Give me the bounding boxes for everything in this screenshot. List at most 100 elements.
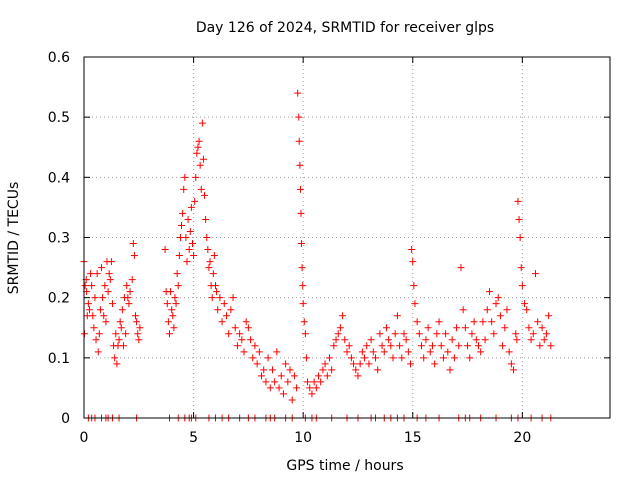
data-point: [81, 282, 89, 290]
data-point: [161, 246, 169, 254]
data-point: [168, 306, 176, 314]
data-point: [319, 366, 327, 374]
data-point: [490, 330, 498, 338]
data-point: [94, 348, 102, 356]
data-point: [365, 360, 373, 368]
data-point: [483, 306, 491, 314]
data-point: [402, 336, 410, 344]
data-point: [193, 149, 201, 157]
data-point: [210, 252, 218, 260]
grid: [84, 57, 610, 418]
data-point: [279, 390, 287, 398]
data-point: [100, 312, 108, 320]
data-point: [505, 348, 513, 356]
data-point: [347, 354, 355, 362]
data-point: [220, 300, 228, 308]
data-point: [249, 354, 257, 362]
data-point: [369, 348, 377, 356]
data-point: [122, 330, 130, 338]
data-point: [485, 288, 493, 296]
data-point: [352, 366, 360, 374]
data-point: [294, 89, 302, 97]
data-point: [336, 324, 344, 332]
data-point: [173, 270, 181, 278]
data-point: [332, 336, 340, 344]
y-tick-label: 0.1: [48, 351, 70, 367]
data-point: [396, 342, 404, 350]
data-point: [136, 324, 144, 332]
data-point: [84, 300, 92, 308]
data-point: [253, 360, 261, 368]
data-point: [339, 312, 347, 320]
data-point: [404, 348, 412, 356]
data-point: [317, 378, 325, 386]
data-point: [187, 203, 195, 211]
data-point: [194, 143, 202, 151]
data-point: [91, 294, 99, 302]
data-point: [293, 384, 301, 392]
data-point: [89, 312, 97, 320]
data-point: [238, 336, 246, 344]
data-point: [262, 378, 270, 386]
data-point: [547, 342, 555, 350]
data-point: [273, 348, 281, 356]
data-point: [472, 336, 480, 344]
data-point: [170, 324, 178, 332]
data-point: [488, 318, 496, 326]
data-point: [321, 360, 329, 368]
data-point: [408, 246, 416, 254]
x-tick-label: 0: [80, 430, 89, 446]
data-point: [134, 330, 142, 338]
data-point: [111, 354, 119, 362]
data-point: [175, 252, 183, 260]
data-point: [236, 330, 244, 338]
data-point: [199, 155, 207, 163]
data-point: [389, 354, 397, 362]
data-point: [297, 240, 305, 248]
data-point: [435, 318, 443, 326]
data-point: [130, 252, 138, 260]
data-point: [163, 300, 171, 308]
data-point: [255, 348, 263, 356]
data-point: [334, 330, 342, 338]
data-point: [164, 318, 172, 326]
data-point: [266, 384, 274, 392]
data-point: [181, 173, 189, 181]
data-point: [312, 384, 320, 392]
data-point: [271, 378, 279, 386]
data-point: [410, 282, 418, 290]
data-point: [93, 270, 101, 278]
data-point: [202, 215, 210, 223]
data-point: [192, 173, 200, 181]
data-point: [85, 306, 93, 314]
data-point: [481, 336, 489, 344]
data-point: [426, 348, 434, 356]
data-point: [209, 270, 217, 278]
data-point: [514, 197, 522, 205]
data-point: [310, 378, 318, 386]
data-point: [104, 288, 112, 296]
data-point: [284, 378, 292, 386]
data-point: [275, 384, 283, 392]
data-point: [457, 264, 465, 272]
data-point: [240, 348, 248, 356]
data-point: [400, 330, 408, 338]
data-point: [233, 342, 241, 350]
x-tick-label: 5: [189, 430, 198, 446]
data-point: [242, 318, 250, 326]
data-point: [306, 384, 314, 392]
data-point: [286, 366, 294, 374]
data-point: [376, 330, 384, 338]
data-point: [315, 372, 323, 380]
data-point: [133, 318, 141, 326]
data-point: [222, 312, 230, 320]
data-point: [115, 336, 123, 344]
data-point: [325, 354, 333, 362]
data-point: [96, 306, 104, 314]
data-point: [420, 354, 428, 362]
data-point: [107, 258, 115, 266]
x-tick-label: 10: [294, 430, 312, 446]
data-point: [536, 342, 544, 350]
data-point: [450, 354, 458, 362]
